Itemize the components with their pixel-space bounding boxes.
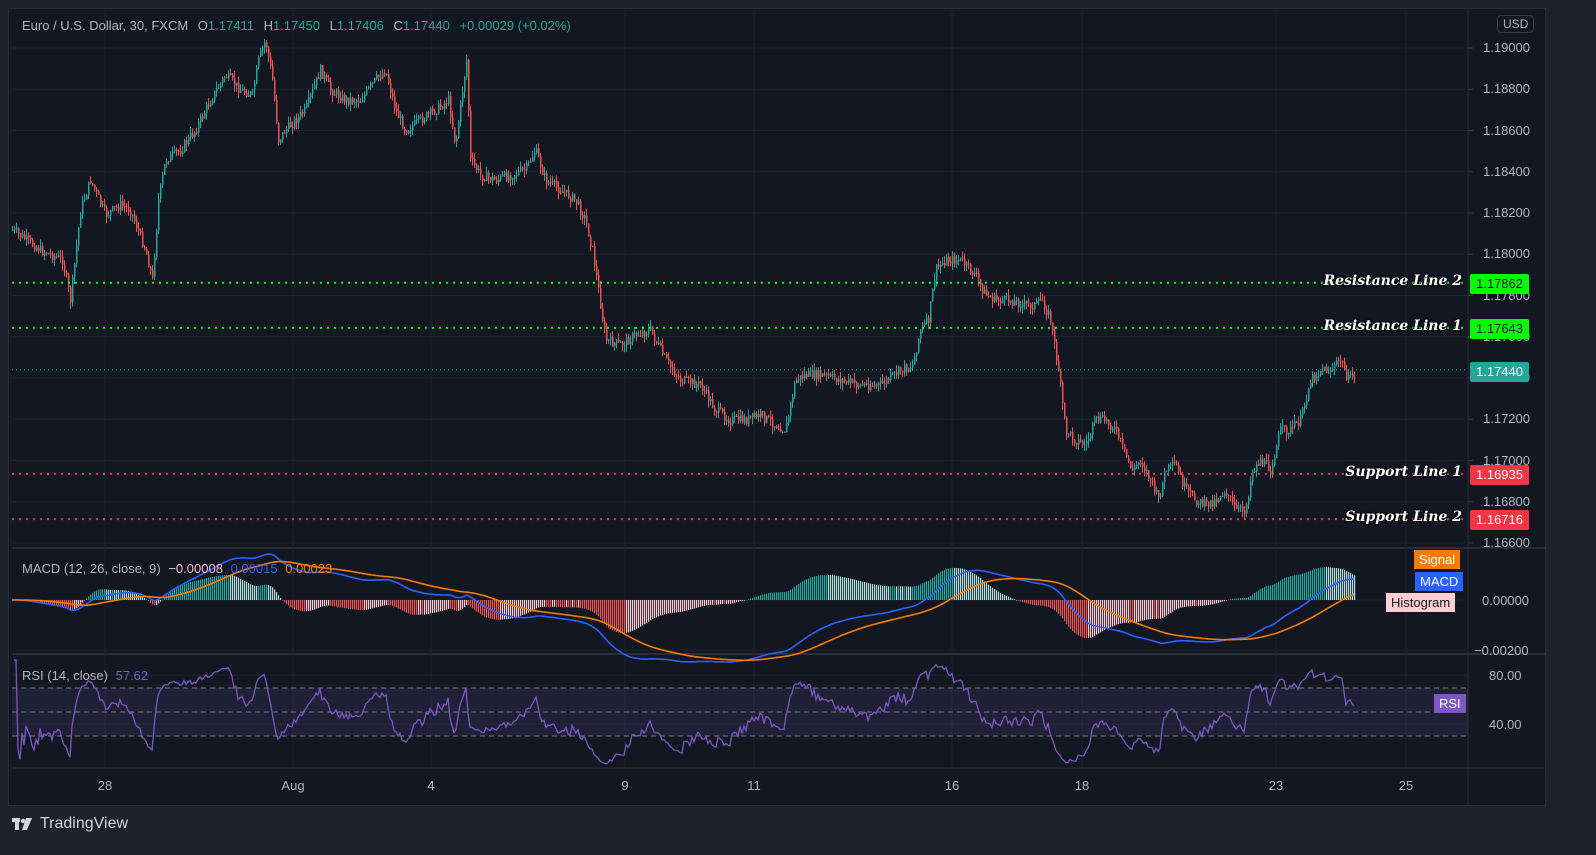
level-price-tag: 1.16716: [1470, 510, 1529, 531]
low-value: 1.17406: [336, 18, 384, 33]
level-label-support-line-2[interactable]: Support Line 2: [1345, 509, 1462, 526]
macd-legend: MACD (12, 26, close, 9) −0.00008 0.00015…: [22, 561, 332, 576]
histogram-tag: Histogram: [1386, 593, 1456, 612]
close-value: 1.17440: [402, 18, 450, 33]
price-tick: 1.18200: [1483, 205, 1530, 220]
rsi-axis-40: 40.00: [1489, 717, 1522, 732]
level-label-resistance-line-2[interactable]: Resistance Line 2: [1323, 272, 1462, 289]
macd-line-value: 0.00015: [230, 561, 278, 576]
macd-title[interactable]: MACD (12, 26, close, 9): [22, 561, 161, 576]
macd-histogram-value: −0.00008: [168, 561, 223, 576]
level-price-tag: 1.16935: [1470, 464, 1529, 485]
rsi-axis-80: 80.00: [1489, 668, 1522, 683]
rsi-legend: RSI (14, close) 57.62: [22, 668, 148, 683]
time-tick-18: 18: [1074, 778, 1090, 793]
price-tick: 1.18000: [1483, 246, 1530, 262]
time-tick-9: 9: [621, 778, 629, 793]
currency-button[interactable]: USD: [1497, 15, 1535, 33]
high-value: 1.17450: [272, 18, 320, 33]
price-tick: 1.19000: [1483, 40, 1530, 55]
time-tick-11: 11: [747, 778, 761, 793]
rsi-tag: RSI: [1434, 694, 1466, 713]
price-tick: 1.18600: [1483, 122, 1530, 138]
macd-axis-neg: −0.00200: [1474, 643, 1529, 658]
open-value: 1.17411: [207, 18, 254, 33]
tradingview-logo-icon: [12, 818, 32, 830]
time-tick-25: 25: [1398, 778, 1414, 793]
level-label-support-line-1[interactable]: Support Line 1: [1345, 463, 1462, 480]
chart-frame: [8, 8, 1546, 806]
close-label: C: [393, 18, 403, 33]
time-tick-16: 16: [944, 778, 960, 793]
symbol-legend: Euro / U.S. Dollar, 30, FXCM O1.17411 H1…: [22, 18, 571, 33]
time-tick-23: 23: [1268, 778, 1284, 793]
price-tick: 1.17200: [1483, 411, 1530, 427]
time-tick-4: 4: [427, 778, 435, 793]
high-label: H: [263, 18, 273, 33]
rsi-value: 57.62: [115, 668, 149, 683]
macd-axis-zero: 0.00000: [1482, 593, 1529, 608]
open-label: O: [197, 18, 208, 33]
time-tick-28: 28: [97, 778, 113, 793]
level-price-tag: 1.17643: [1470, 318, 1529, 339]
symbol-title[interactable]: Euro / U.S. Dollar, 30, FXCM: [22, 18, 189, 33]
macd-signal-value: 0.00023: [285, 561, 333, 576]
price-tick: 1.16600: [1483, 535, 1530, 550]
price-tick: 1.18800: [1483, 81, 1530, 97]
brand-name: TradingView: [40, 815, 129, 832]
current-price-tag: 1.17440: [1470, 362, 1529, 382]
level-price-tag: 1.17862: [1470, 273, 1529, 294]
level-label-resistance-line-1[interactable]: Resistance Line 1: [1323, 317, 1462, 334]
signal-tag: Signal: [1414, 550, 1461, 569]
macd-tag: MACD: [1415, 572, 1464, 591]
change-value: +0.00029 (+0.02%): [459, 18, 571, 33]
rsi-title[interactable]: RSI (14, close): [22, 668, 108, 683]
tradingview-logo[interactable]: TradingView: [12, 815, 128, 833]
price-tick: 1.18400: [1483, 163, 1530, 179]
low-label: L: [329, 18, 337, 33]
time-tick-aug: Aug: [281, 778, 305, 793]
price-tick: 1.16800: [1483, 493, 1530, 509]
price-tick: 1.17000: [1483, 452, 1530, 468]
